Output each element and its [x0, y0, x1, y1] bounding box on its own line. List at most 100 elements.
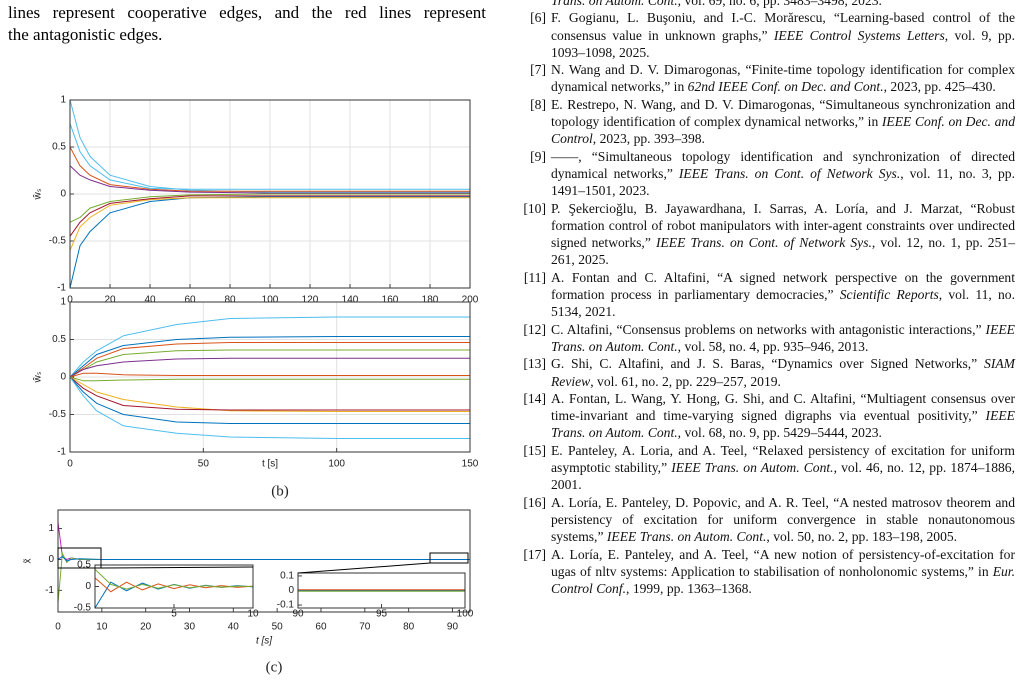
x-tick-label: 100: [457, 609, 474, 620]
x-tick-label: 0: [67, 295, 73, 306]
series-line: [69, 357, 470, 378]
x-tick-label: 80: [403, 622, 415, 633]
series-line: [69, 195, 470, 237]
series-line: [69, 123, 470, 190]
reference-number: [6]: [530, 10, 546, 26]
figure: -1-0.500.51020406080100120140160180200t …: [23, 95, 479, 676]
y-tick-label: -1: [45, 585, 54, 596]
x-tick-label: 5: [171, 609, 177, 620]
y-tick-label: -0.5: [74, 603, 92, 614]
reference-number: [7]: [530, 62, 546, 78]
zoom-link: [297, 562, 431, 574]
reference-number: [8]: [530, 96, 546, 112]
text: , vol. 9, pp. 1093–1098, 2025.: [551, 27, 1015, 60]
plot: -0.5 0 0.5 5 10: [74, 560, 259, 620]
reference: [16] A. Loría, E. Panteley, D. Popovic, a…: [512, 494, 1015, 546]
x-tick-label: 20: [140, 622, 152, 633]
y-tick-label: -0.1: [277, 600, 295, 611]
text: E. Restrepo, N. Wang, and D. V. Dimarogo…: [551, 96, 1015, 130]
reference-text: A. Fontan and C. Altafini, “A signed net…: [551, 269, 1015, 321]
reference-text: C. Altafini, “Consensus problems on netw…: [551, 321, 1015, 356]
text: A. Fontan, L. Wang, Y. Hong, G. Shi, and…: [551, 390, 1015, 424]
series-line: [69, 376, 470, 439]
x-axis-label: t [s]: [256, 636, 272, 647]
text-line: lines represent cooperative edges, and t…: [8, 3, 486, 22]
y-tick-label: 0.5: [52, 334, 66, 345]
text: A. Loría, E. Panteley, and A. Teel, “A n…: [551, 546, 1015, 579]
text: IEEE Trans. on Autom. Cont.: [551, 408, 1015, 441]
zoom-markers: [57, 547, 469, 574]
plot: -0.1 0 0.1 90 95 100: [277, 571, 474, 620]
x-tick-label: 60: [184, 295, 196, 306]
left-text: lines represent cooperative edges, and t…: [8, 2, 486, 46]
x-tick-label: 180: [422, 295, 439, 306]
y-tick-label: 0: [60, 189, 66, 200]
text: , vol. 11, no. 3, pp. 1491–1501, 2023.: [551, 165, 1015, 199]
text: Trans. on Autom. Cont.: [551, 0, 678, 8]
y-tick-label: 0.1: [280, 571, 294, 582]
series-line: [69, 146, 470, 192]
reference-text: G. Shi, C. Altafini, and J. S. Baras, “D…: [551, 355, 1015, 390]
y-tick-label: -1: [57, 447, 66, 458]
text: E. Panteley, A. Loria, and A. Teel, “Rel…: [551, 442, 1015, 476]
series-line: [69, 165, 470, 194]
reference-number: [11]: [523, 269, 546, 285]
text: , vol. 61, no. 2, pp. 229–257, 2019.: [590, 373, 781, 389]
caption: (c): [266, 659, 283, 675]
y-tick-label: 0: [85, 581, 91, 592]
y-tick-label: 0: [60, 372, 66, 383]
text: , 2023, pp. 393–398.: [592, 131, 705, 147]
text: G. Shi, C. Altafini, and J. S. Baras, “D…: [551, 356, 985, 372]
text: IEEE Trans. on Cont. of Network Sys.: [678, 165, 901, 181]
reference-number: [17]: [523, 546, 546, 562]
plot: -1-0.500.51020406080100120140160180200t …: [33, 95, 479, 348]
y-tick-label: -1: [57, 283, 66, 294]
reference: [10] P. Şekercioğlu, B. Jayawardhana, I. …: [512, 200, 1015, 269]
y-tick-label: 0: [288, 585, 294, 596]
reference-number: [16]: [523, 494, 546, 510]
text: P. Şekercioğlu, B. Jayawardhana, I. Sarr…: [551, 200, 1015, 251]
y-tick-label: 1: [60, 95, 66, 106]
reference: [11] A. Fontan and C. Altafini, “A signed…: [512, 269, 1015, 321]
reference: [6] F. Gogianu, L. Buşoniu, and I.-C. Mor…: [512, 9, 1015, 61]
text: A. Fontan and C. Altafini, “A signed net…: [551, 269, 1015, 303]
references: Trans. on Autom. Cont., vol. 69, no. 6, …: [512, 0, 1015, 597]
axes-frame: [94, 564, 254, 609]
reference-text: F. Gogianu, L. Buşoniu, and I.-C. Morăre…: [551, 9, 1015, 61]
text: N. Wang and D. V. Dimarogonas, “Finite-t…: [551, 62, 1015, 95]
text: C. Altafini, “Consensus problems on netw…: [551, 321, 986, 337]
series-line: [69, 376, 470, 382]
reference-text: A. Fontan, L. Wang, Y. Hong, G. Shi, and…: [551, 390, 1015, 442]
x-tick-label: 90: [447, 622, 459, 633]
reference-number: [12]: [523, 321, 546, 337]
series-line: [57, 555, 470, 562]
reference: [13] G. Shi, C. Altafini, and J. S. Baras…: [512, 355, 1015, 390]
text: , vol. 58, no. 4, pp. 935–946, 2013.: [677, 338, 869, 354]
x-tick-label: 40: [228, 622, 240, 633]
x-tick-label: 10: [247, 609, 259, 620]
reference-fragment: Trans. on Autom. Cont., vol. 69, no. 6, …: [512, 0, 1015, 9]
reference-text: P. Şekercioğlu, B. Jayawardhana, I. Sarr…: [551, 200, 1015, 269]
x-tick-label: 120: [302, 295, 319, 306]
y-tick-label: 1: [60, 297, 66, 308]
reference-text: A. Loría, E. Panteley, and A. Teel, “A n…: [551, 546, 1015, 598]
y-tick-label: -0.5: [49, 409, 67, 420]
reference-text: N. Wang and D. V. Dimarogonas, “Finite-t…: [551, 61, 1015, 96]
series-line: [69, 193, 470, 223]
x-tick-label: 70: [359, 622, 371, 633]
series-line: [94, 568, 254, 590]
x-tick-label: 100: [262, 295, 279, 306]
axes-frame: [69, 301, 471, 453]
reference-text: E. Panteley, A. Loria, and A. Teel, “Rel…: [551, 442, 1015, 494]
text: A. Loría, E. Panteley, D. Popovic, and A…: [551, 494, 1015, 545]
series-line: [94, 577, 254, 593]
text: ——, “Simultaneous topology identificatio…: [551, 148, 1015, 181]
x-tick-label: 90: [292, 609, 304, 620]
y-tick-label: -0.5: [49, 236, 67, 247]
y-tick-label: 0: [48, 554, 54, 565]
text-line: the antagonistic edges.: [8, 25, 163, 44]
reference-number: [9]: [530, 148, 546, 164]
reference-text: A. Loría, E. Panteley, D. Popovic, and A…: [551, 494, 1015, 546]
